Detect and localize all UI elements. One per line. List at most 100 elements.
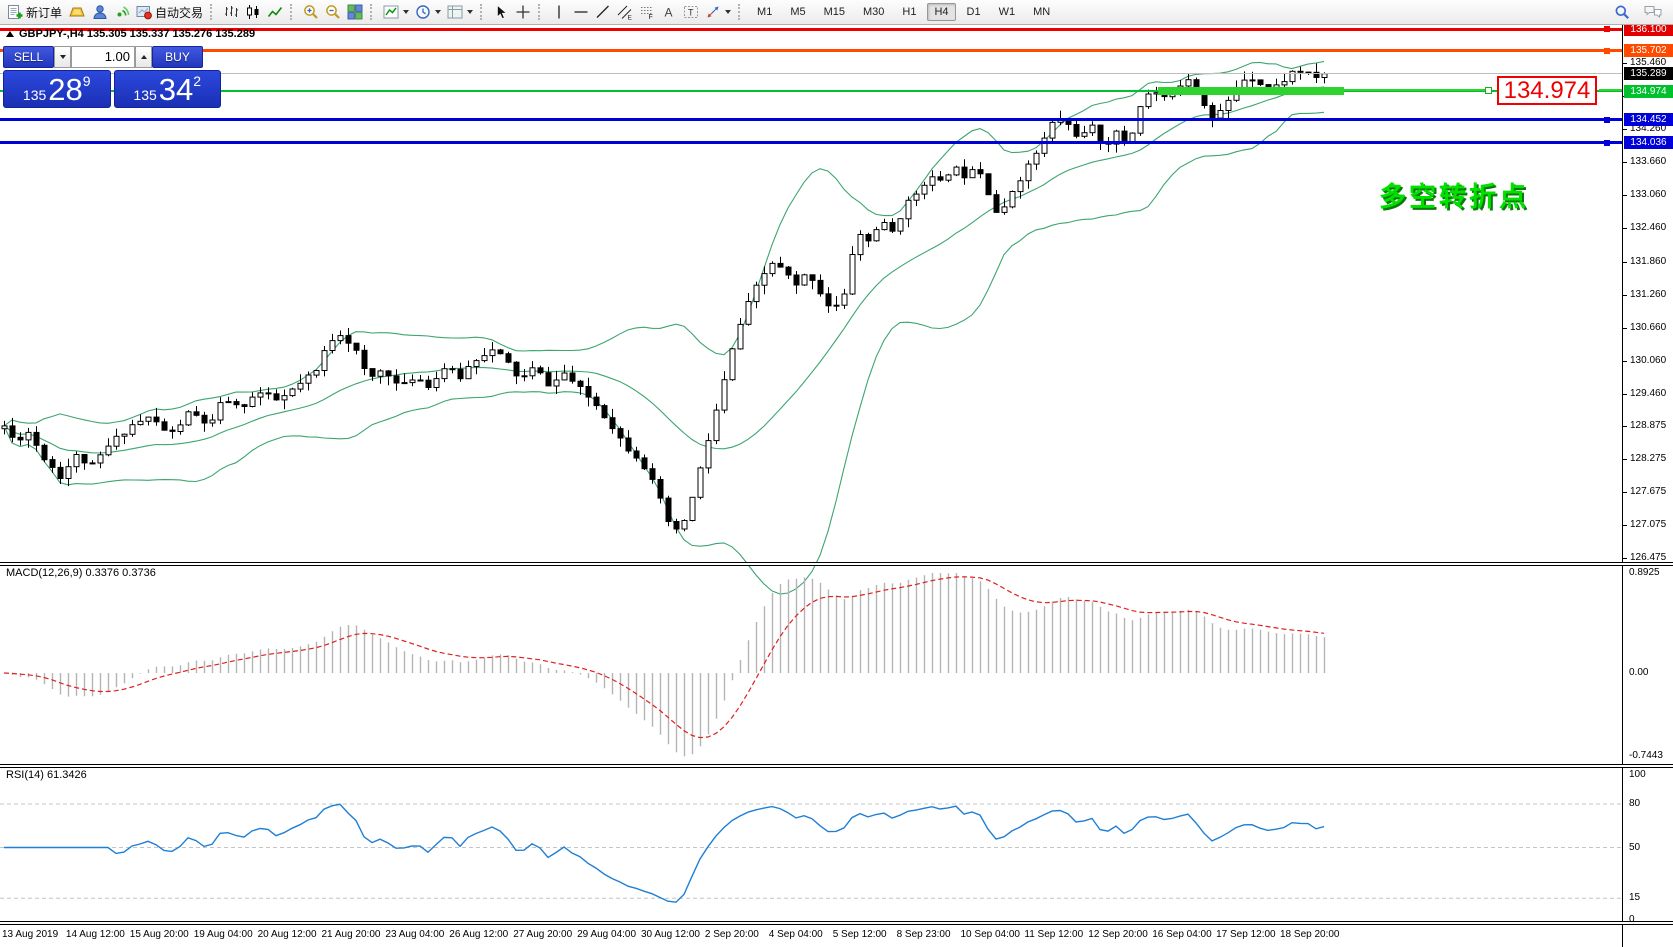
level-line-135.289[interactable] bbox=[0, 73, 1622, 75]
pane-separator-macd[interactable] bbox=[0, 562, 1673, 566]
date-label: 30 Aug 12:00 bbox=[641, 929, 700, 940]
line-handle-icon[interactable] bbox=[1604, 47, 1610, 54]
price-badge-135.702: 135.702 bbox=[1624, 44, 1673, 58]
periods-button[interactable] bbox=[412, 2, 444, 23]
chart-canvas[interactable] bbox=[0, 25, 1673, 947]
price-badge-134.036: 134.036 bbox=[1624, 136, 1673, 150]
level-line-136.1[interactable] bbox=[0, 27, 1622, 31]
turning-point-note[interactable]: 多空转折点 bbox=[1379, 182, 1529, 212]
chat-button[interactable] bbox=[1641, 2, 1665, 23]
date-label: 12 Sep 20:00 bbox=[1088, 929, 1148, 940]
market-signal-button[interactable] bbox=[111, 2, 133, 23]
date-label: 18 Sep 20:00 bbox=[1280, 929, 1340, 940]
line-chart-icon bbox=[267, 4, 283, 20]
level-line-134.974[interactable] bbox=[0, 90, 1622, 92]
tile-windows-button[interactable] bbox=[344, 2, 366, 23]
price-tag-label[interactable]: 134.974 bbox=[1497, 76, 1597, 105]
text-button[interactable]: A bbox=[658, 2, 680, 23]
date-label: 15 Aug 20:00 bbox=[129, 929, 189, 940]
turning-point-bar[interactable] bbox=[1158, 87, 1344, 95]
trendline-button[interactable] bbox=[592, 2, 614, 23]
tile-windows-icon bbox=[347, 4, 363, 20]
date-label: 10 Sep 04:00 bbox=[960, 929, 1021, 940]
buy-price-quote[interactable]: 135 34 2 bbox=[113, 70, 221, 108]
buy-price-sup: 2 bbox=[193, 73, 202, 89]
gold-button[interactable] bbox=[65, 2, 89, 23]
toolbar-grip bbox=[290, 4, 294, 20]
toolbar-grip bbox=[210, 4, 214, 20]
arrows-button[interactable] bbox=[702, 2, 734, 23]
date-label: 19 Aug 04:00 bbox=[193, 929, 253, 940]
toolbar-grip bbox=[480, 4, 484, 20]
level-line-135.702[interactable] bbox=[0, 49, 1622, 53]
sell-button[interactable]: SELL bbox=[3, 46, 54, 68]
level-line-134.452[interactable] bbox=[0, 118, 1622, 122]
arrows-icon bbox=[705, 4, 721, 20]
macd-axis-label: 0.8925 bbox=[1629, 567, 1660, 578]
timeframe-w1-button[interactable]: W1 bbox=[998, 6, 1016, 18]
equidistant-channel-button[interactable]: E bbox=[614, 2, 636, 23]
pane-separator-bottom[interactable] bbox=[0, 921, 1673, 925]
volume-input[interactable]: 1.00 bbox=[71, 46, 135, 68]
line-handle-icon[interactable] bbox=[1604, 116, 1610, 123]
crosshair-button[interactable] bbox=[512, 2, 534, 23]
fibonacci-button[interactable]: F bbox=[636, 2, 658, 23]
timeframe-h4-button[interactable]: H4 bbox=[927, 3, 956, 21]
search-button[interactable] bbox=[1611, 2, 1633, 23]
date-label: 16 Sep 04:00 bbox=[1152, 929, 1212, 940]
tag-connector-line bbox=[1344, 89, 1485, 91]
zoom-in-button[interactable] bbox=[300, 2, 322, 23]
toolbar-grip bbox=[370, 4, 374, 20]
one-click-trading-panel: SELL 1.00 BUY 135 28 9 135 34 2 bbox=[3, 46, 221, 108]
timeframe-m15-button[interactable]: M15 bbox=[823, 6, 845, 18]
new-order-label: 新订单 bbox=[26, 5, 63, 20]
pane-separator-rsi[interactable] bbox=[0, 764, 1673, 768]
buy-button[interactable]: BUY bbox=[152, 46, 203, 68]
bars-chart-icon bbox=[223, 4, 239, 20]
timeframe-m1-button[interactable]: M1 bbox=[757, 6, 773, 18]
indicators-button[interactable] bbox=[380, 2, 412, 23]
timeframe-m30-button[interactable]: M30 bbox=[863, 6, 885, 18]
date-label: 11 Sep 12:00 bbox=[1024, 929, 1084, 940]
chart-window[interactable]: GBPJPY-,H4 135.305 135.337 135.276 135.2… bbox=[0, 22, 1673, 947]
line-chart-button[interactable] bbox=[264, 2, 286, 23]
price-badge-135.289: 135.289 bbox=[1624, 67, 1673, 81]
date-label: 29 Aug 04:00 bbox=[577, 929, 637, 940]
community-button[interactable] bbox=[89, 2, 111, 23]
sell-price-quote[interactable]: 135 28 9 bbox=[3, 70, 111, 108]
price-badge-136.100: 136.100 bbox=[1624, 22, 1673, 36]
date-axis[interactable]: 13 Aug 2019 14 Aug 12:00 15 Aug 20:00 19 Au… bbox=[0, 921, 1622, 947]
timeframe-mn-button[interactable]: MN bbox=[1033, 6, 1051, 18]
level-line-134.036[interactable] bbox=[0, 141, 1622, 145]
chevron-down-icon bbox=[403, 10, 410, 14]
timeframe-h1-button[interactable]: H1 bbox=[902, 6, 917, 18]
zoom-in-icon bbox=[303, 4, 319, 20]
macd-axis-label: 0.00 bbox=[1629, 667, 1649, 678]
date-label: 27 Aug 20:00 bbox=[513, 929, 573, 940]
templates-button[interactable] bbox=[444, 2, 476, 23]
volume-decrease-button[interactable] bbox=[54, 46, 71, 68]
rsi-axis-label: 15 bbox=[1629, 892, 1641, 904]
horizontal-line-button[interactable] bbox=[570, 2, 592, 23]
timeframe-m5-button[interactable]: M5 bbox=[790, 6, 806, 18]
cursor-button[interactable] bbox=[490, 2, 512, 23]
svg-text:F: F bbox=[649, 14, 653, 20]
buy-price-big: 34 bbox=[158, 72, 194, 107]
text-label-button[interactable]: T bbox=[680, 2, 702, 23]
volume-increase-button[interactable] bbox=[135, 46, 152, 68]
line-handle-icon[interactable] bbox=[1604, 139, 1610, 146]
connector-handle-icon[interactable] bbox=[1485, 87, 1492, 94]
symbol-collapse-icon[interactable] bbox=[6, 31, 14, 37]
symbol-header: GBPJPY-,H4 135.305 135.337 135.276 135.2… bbox=[6, 28, 255, 40]
autotrade-button[interactable]: 自动交易 bbox=[133, 2, 206, 23]
zoom-out-button[interactable] bbox=[322, 2, 344, 23]
price-axis[interactable]: 135.460134.860134.260133.660133.060132.4… bbox=[1622, 22, 1673, 947]
line-handle-icon[interactable] bbox=[1604, 26, 1610, 32]
candles-chart-button[interactable] bbox=[242, 2, 264, 23]
crosshair-icon bbox=[515, 4, 531, 20]
sell-price-prefix: 135 bbox=[22, 87, 47, 103]
vertical-line-button[interactable] bbox=[548, 2, 570, 23]
new-order-button[interactable]: 新订单 bbox=[4, 2, 65, 23]
timeframe-d1-button[interactable]: D1 bbox=[966, 6, 981, 18]
bars-chart-button[interactable] bbox=[220, 2, 242, 23]
